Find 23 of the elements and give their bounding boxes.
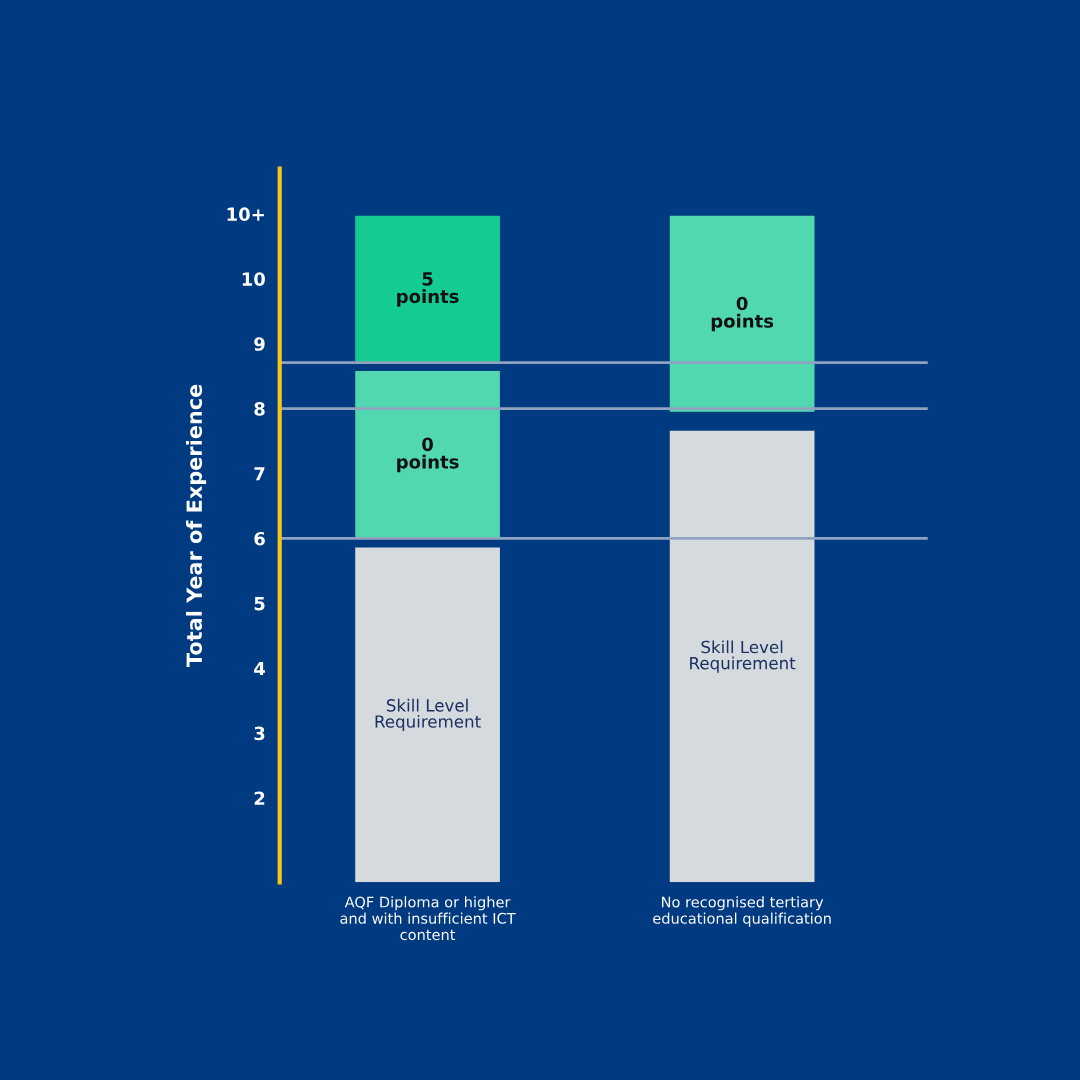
- x-tick-label: AQF Diploma or higher and with insufficient ICT content: [340, 896, 516, 941]
- annotation: Skill Level Requirement: [375, 698, 481, 732]
- y-tick-label: 4: [254, 661, 265, 676]
- y-tick-label: 3: [254, 726, 265, 741]
- bar: [669, 215, 815, 412]
- y-axis-title: Total Year of Experience: [185, 384, 207, 667]
- annotation: Skill Level Requirement: [690, 640, 796, 673]
- annotation: 0 points: [711, 296, 774, 332]
- annotation: 0 points: [397, 437, 459, 473]
- annotation: 5 points: [397, 272, 459, 307]
- bar: [355, 215, 500, 363]
- y-tick-label: 8: [254, 402, 265, 416]
- y-tick-label: 7: [254, 467, 265, 481]
- y-tick-label: 10+: [227, 207, 264, 222]
- y-tick-label: 5: [254, 596, 265, 611]
- bar: [355, 370, 500, 539]
- y-tick-label: 9: [254, 337, 265, 351]
- bar: [669, 430, 815, 883]
- bar: [355, 547, 500, 883]
- y-tick-label: 6: [254, 531, 265, 546]
- x-tick-label: No recognised tertiary educational qualification: [653, 896, 831, 927]
- y-tick-label: 2: [254, 791, 265, 805]
- y-tick-label: 10: [242, 272, 265, 286]
